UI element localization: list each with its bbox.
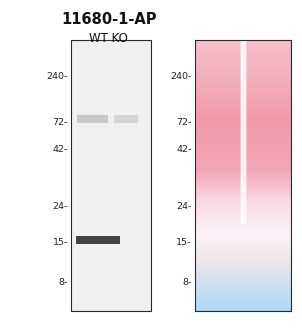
Text: 24-: 24-	[176, 202, 192, 211]
Bar	[77, 115, 108, 123]
Text: 240-: 240-	[170, 72, 192, 81]
Text: 11680-1-AP: 11680-1-AP	[61, 12, 156, 27]
Text: 42-: 42-	[53, 146, 68, 155]
Text: 8-: 8-	[59, 278, 68, 287]
Bar	[76, 236, 120, 243]
Text: 72-: 72-	[53, 118, 68, 127]
Bar	[71, 40, 151, 311]
Bar	[114, 115, 138, 123]
Text: 8-: 8-	[182, 278, 192, 287]
Text: 15-: 15-	[53, 238, 68, 247]
Text: 15-: 15-	[176, 238, 192, 247]
Text: 24-: 24-	[53, 202, 68, 211]
Text: 72-: 72-	[176, 118, 192, 127]
Text: 42-: 42-	[176, 146, 192, 155]
Text: WT KO: WT KO	[89, 32, 128, 45]
Text: 240-: 240-	[47, 72, 68, 81]
